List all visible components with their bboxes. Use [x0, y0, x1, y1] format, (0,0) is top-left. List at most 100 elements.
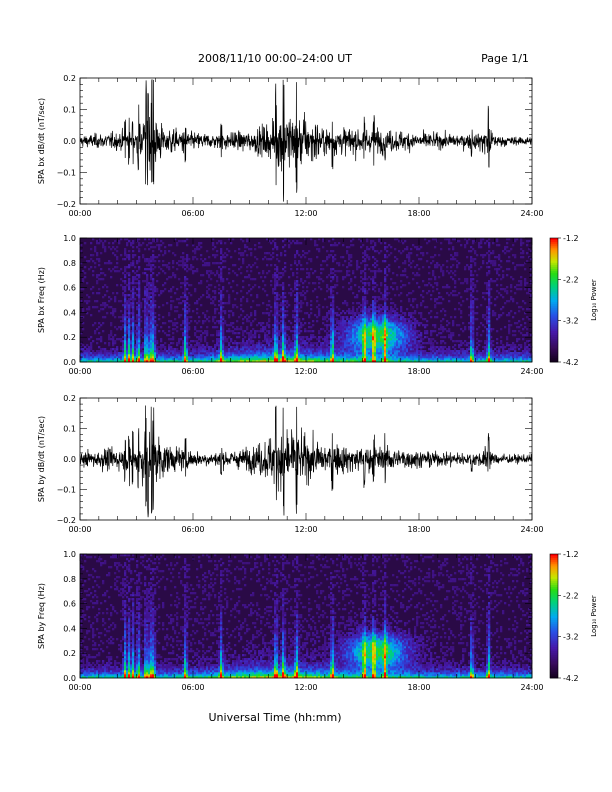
heatmap-cell [168, 334, 171, 337]
heatmap-cell [134, 338, 137, 341]
heatmap-cell [212, 242, 215, 245]
heatmap-cell [366, 338, 369, 341]
heatmap-cell [408, 358, 411, 361]
heatmap-cell [418, 322, 421, 325]
heatmap-cell [266, 354, 269, 357]
heatmap-cell [296, 280, 299, 283]
heatmap-cell [268, 270, 271, 273]
heatmap-cell [150, 314, 153, 317]
heatmap-cell [186, 358, 189, 361]
heatmap-cell [404, 358, 407, 361]
heatmap-cell [120, 340, 123, 343]
heatmap-cell [188, 348, 191, 351]
heatmap-cell [434, 354, 437, 357]
heatmap-cell [320, 264, 323, 267]
heatmap-cell [138, 336, 141, 339]
heatmap-cell [342, 346, 345, 349]
heatmap-cell [344, 338, 347, 341]
heatmap-cell [382, 352, 385, 355]
heatmap-cell [374, 310, 377, 313]
heatmap-cell [98, 322, 101, 325]
heatmap-cell [368, 344, 371, 347]
heatmap-cell [220, 358, 223, 361]
heatmap-cell [356, 316, 359, 319]
heatmap-cell [88, 346, 91, 349]
heatmap-cell [440, 336, 443, 339]
heatmap-cell [358, 238, 361, 241]
heatmap-cell [316, 276, 319, 279]
heatmap-cell [132, 318, 135, 321]
heatmap-cell [126, 322, 129, 325]
heatmap-cell [186, 254, 189, 257]
heatmap-cell [440, 332, 443, 335]
heatmap-cell [132, 300, 135, 303]
heatmap-cell [356, 260, 359, 263]
heatmap-cell [272, 252, 275, 255]
heatmap-cell [160, 344, 163, 347]
heatmap-cell [262, 360, 265, 363]
heatmap-cell [242, 262, 245, 265]
heatmap-cell [90, 356, 93, 359]
heatmap-cell [400, 274, 403, 277]
heatmap-cell [280, 276, 283, 279]
heatmap-cell [182, 322, 185, 325]
heatmap-cell [264, 354, 267, 357]
heatmap-cell [366, 300, 369, 303]
heatmap-cell [148, 286, 151, 289]
heatmap-cell [162, 260, 165, 263]
heatmap-cell [158, 330, 161, 333]
heatmap-cell [336, 346, 339, 349]
heatmap-cell [158, 294, 161, 297]
heatmap-cell [144, 338, 147, 341]
heatmap-cell [362, 256, 365, 259]
heatmap-cell [278, 360, 281, 363]
heatmap-cell [328, 254, 331, 257]
heatmap-cell [348, 246, 351, 249]
heatmap-cell [218, 360, 221, 363]
heatmap-cell [288, 340, 291, 343]
heatmap-cell [120, 354, 123, 357]
heatmap-cell [230, 346, 233, 349]
heatmap-cell [296, 320, 299, 323]
heatmap-cell [312, 336, 315, 339]
heatmap-cell [210, 350, 213, 353]
heatmap-cell [330, 250, 333, 253]
heatmap-cell [364, 316, 367, 319]
heatmap-cell [138, 304, 141, 307]
heatmap-cell [392, 330, 395, 333]
heatmap-cell [270, 284, 273, 287]
heatmap-cell [148, 360, 151, 363]
heatmap-cell [196, 344, 199, 347]
heatmap-cell [432, 272, 435, 275]
heatmap-cell [414, 322, 417, 325]
heatmap-cell [364, 274, 367, 277]
heatmap-cell [124, 270, 127, 273]
heatmap-cell [308, 250, 311, 253]
heatmap-cell [212, 356, 215, 359]
heatmap-cell [202, 358, 205, 361]
heatmap-cell [236, 350, 239, 353]
heatmap-cell [370, 342, 373, 345]
heatmap-cell [398, 348, 401, 351]
heatmap-cell [190, 352, 193, 355]
heatmap-cell [416, 352, 419, 355]
heatmap-cell [440, 242, 443, 245]
heatmap-cell [376, 330, 379, 333]
heatmap-cell [310, 352, 313, 355]
heatmap-cell [338, 346, 341, 349]
heatmap-cell [338, 348, 341, 351]
heatmap-cell [108, 342, 111, 345]
heatmap-cell [104, 356, 107, 359]
heatmap-cell [170, 348, 173, 351]
heatmap-cell [150, 242, 153, 245]
heatmap-cell [186, 330, 189, 333]
heatmap-cell [334, 318, 337, 321]
heatmap-cell [238, 258, 241, 261]
heatmap-cell [110, 332, 113, 335]
heatmap-cell [326, 276, 329, 279]
heatmap-cell [124, 348, 127, 351]
heatmap-cell [280, 328, 283, 331]
heatmap-cell [386, 348, 389, 351]
heatmap-cell [96, 354, 99, 357]
heatmap-cell [332, 350, 335, 353]
